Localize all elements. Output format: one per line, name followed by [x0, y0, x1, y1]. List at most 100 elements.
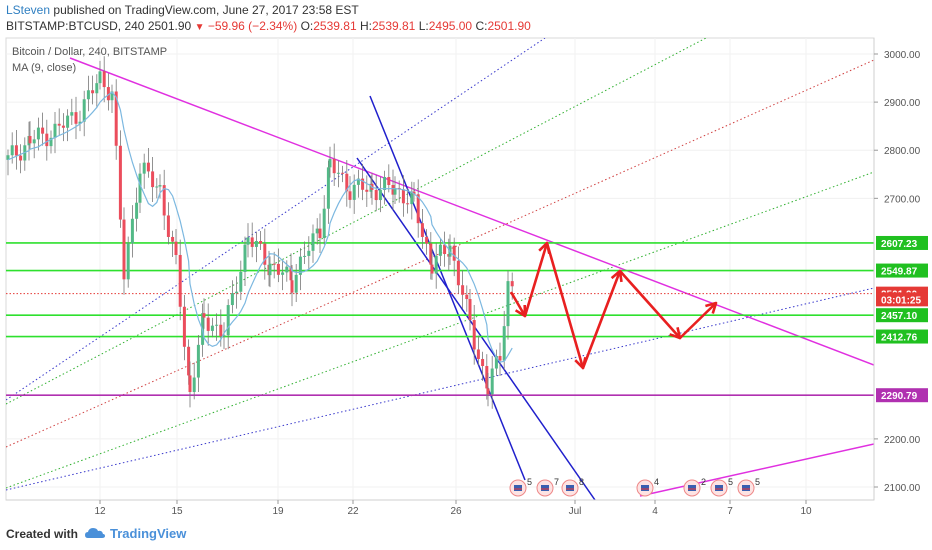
time-axis[interactable]: 12 15 19 22 26 Jul 4 7 10 — [6, 499, 874, 517]
candle-body — [86, 90, 90, 100]
candle-body — [332, 158, 336, 174]
flag-icon-field — [742, 485, 750, 491]
candle-body — [106, 87, 110, 101]
event-count: 5 — [728, 477, 733, 487]
projection-arrowhead — [514, 304, 527, 318]
x-tick-label: 10 — [800, 506, 812, 517]
candle-body — [307, 250, 311, 256]
candle-body — [74, 112, 78, 124]
candle-body — [6, 155, 10, 160]
candle-body — [36, 127, 40, 140]
candle-body — [32, 139, 36, 144]
candle-body — [192, 377, 196, 392]
y-tick-label: 2900.00 — [884, 98, 921, 109]
candle-body — [276, 263, 280, 275]
price-label-text: 03:01:25 — [881, 295, 921, 306]
candle-body — [416, 194, 420, 224]
candle-body — [429, 243, 433, 265]
price-axis[interactable]: 3000.00 2900.00 2800.00 2700.00 2200.00 2100.… — [873, 38, 928, 500]
y-tick-label: 3000.00 — [884, 50, 921, 61]
candle-body — [61, 125, 65, 128]
x-tick-label: 4 — [652, 506, 658, 517]
economic-event-badge: 2 — [683, 477, 706, 497]
flag-icon-field — [566, 485, 574, 491]
candle-body — [222, 335, 226, 337]
candle-body — [98, 71, 102, 84]
candle-body — [138, 173, 142, 203]
blue-channel-lower — [356, 157, 596, 500]
x-tick-label: 19 — [272, 506, 284, 517]
down-arrow-icon: ▼ — [194, 22, 205, 33]
author-link[interactable]: LSteven — [6, 3, 51, 17]
candle-body — [49, 137, 53, 147]
candle-body — [210, 325, 214, 331]
candle-body — [461, 285, 465, 295]
y-tick-label: 2200.00 — [884, 435, 921, 446]
indicator-label: MA (9, close) — [12, 62, 76, 74]
candle-body — [263, 243, 267, 265]
price-label-text: 2457.10 — [881, 311, 918, 322]
candle-body — [158, 185, 162, 187]
candle-body — [246, 237, 250, 245]
candle-body — [10, 145, 14, 156]
published-text: published on TradingView.com, June 27, 2… — [53, 3, 359, 17]
candle-body — [146, 162, 150, 172]
candle-body — [303, 255, 307, 257]
event-count: 4 — [654, 477, 659, 487]
open-value: 2539.81 — [313, 19, 357, 33]
candle-body — [14, 145, 18, 156]
candle-body — [70, 112, 74, 116]
flag-icon-field — [715, 485, 723, 491]
candle-body — [465, 294, 469, 300]
footer: Created with TradingView — [0, 518, 932, 550]
candle-body — [326, 167, 330, 209]
candle-body — [374, 189, 378, 201]
price-label-text: 2290.79 — [881, 391, 918, 402]
candle-body — [206, 317, 210, 331]
projection-arrowhead — [538, 241, 551, 255]
candle-body — [178, 254, 182, 307]
candle-body — [345, 173, 349, 192]
y-tick-label: 2800.00 — [884, 146, 921, 157]
candle-body — [219, 324, 223, 337]
economic-event-badge: 5 — [509, 477, 532, 497]
price-label-text: 2607.23 — [881, 239, 918, 250]
x-tick-label: Jul — [569, 506, 582, 517]
tradingview-cloud-icon[interactable] — [84, 524, 106, 542]
candle-body — [387, 176, 391, 185]
economic-event-badge: 5 — [737, 477, 760, 497]
drawings — [6, 38, 874, 500]
candle-body — [486, 388, 490, 395]
candle-body — [452, 245, 456, 261]
price-label-text: 2412.76 — [881, 333, 918, 344]
candle-body — [348, 191, 352, 200]
price-label-box — [876, 308, 928, 323]
candle-body — [254, 240, 258, 247]
candle-body — [294, 274, 298, 293]
tradingview-brand[interactable]: TradingView — [110, 526, 187, 541]
candle-body — [290, 280, 294, 293]
candle-body — [498, 355, 502, 361]
price-label-box — [876, 235, 928, 250]
candle-body — [130, 218, 134, 244]
x-tick-label: 7 — [727, 506, 733, 517]
low-value: 2495.00 — [428, 19, 473, 33]
price-label-box — [876, 329, 928, 344]
dotted-channel-line — [6, 38, 546, 401]
chart-legend: Bitcoin / Dollar, 240, BITSTAMP MA (9, c… — [12, 46, 167, 74]
candle-body — [352, 184, 356, 200]
candle-body — [272, 263, 276, 265]
created-with-text: Created with — [6, 527, 79, 541]
candle-body — [430, 264, 434, 274]
candle-body — [438, 244, 442, 256]
close-value: 2501.90 — [487, 19, 531, 33]
price-label-text: 2549.87 — [881, 267, 918, 278]
close-label: C: — [475, 19, 488, 33]
candle-body — [341, 172, 345, 174]
x-tick-label: 22 — [347, 506, 359, 517]
candle-body — [476, 349, 480, 359]
x-tick-label: 12 — [94, 506, 106, 517]
candle-body — [289, 266, 293, 281]
candle-body — [383, 176, 387, 190]
